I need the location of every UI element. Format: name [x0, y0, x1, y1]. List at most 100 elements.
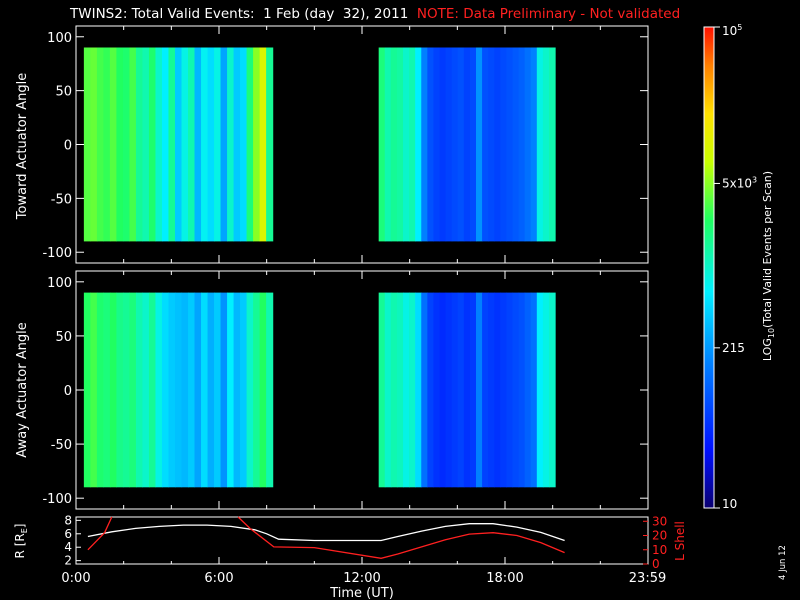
away-heatmap-column	[142, 292, 150, 488]
away-heatmap-column	[469, 292, 477, 488]
toward-heatmap-column	[266, 47, 274, 242]
colorbar-ticks: 105 5x103 215 10	[714, 23, 757, 511]
away-heatmap-column	[500, 292, 507, 488]
toward-heatmap-column	[253, 47, 261, 242]
toward-heatmap-column	[161, 47, 170, 242]
away-heatmap-column	[201, 292, 209, 488]
toward-heatmap-column	[421, 47, 428, 242]
away-heatmap-column	[174, 292, 183, 488]
away-heatmap-column	[240, 292, 248, 488]
toward-heatmap-column	[457, 47, 465, 242]
away-heatmap-column	[214, 292, 222, 488]
toward-heatmap-column	[194, 47, 202, 242]
orbit-right-ytick-label: 30	[652, 514, 667, 528]
away-heatmap-column	[103, 292, 111, 488]
away-heatmap-column	[135, 292, 144, 488]
toward-heatmap	[83, 47, 556, 242]
away-heatmap-column	[207, 292, 215, 488]
toward-heatmap-column	[181, 47, 189, 242]
away-heatmap-column	[415, 292, 422, 488]
orbit-left-ytick-label: 2	[64, 554, 72, 568]
toward-ytick-label: -50	[51, 192, 72, 207]
away-heatmap-column	[384, 292, 392, 488]
toward-heatmap-column	[148, 47, 157, 242]
toward-ytick-label: -100	[42, 246, 72, 261]
toward-heatmap-column	[188, 47, 196, 242]
toward-heatmap-column	[201, 47, 209, 242]
toward-heatmap-column	[135, 47, 144, 242]
away-heatmap-column	[518, 292, 526, 488]
xtick-label: 12:00	[343, 571, 380, 586]
away-heatmap-column	[246, 292, 254, 488]
away-ylabel: Away Actuator Angle	[15, 322, 30, 457]
away-heatmap-column	[421, 292, 428, 488]
date-stamp: 4 Jun 12	[778, 545, 788, 580]
title-main: TWINS2: Total Valid Events: 1 Feb (day 3…	[70, 6, 409, 22]
away-heatmap-column	[439, 292, 447, 488]
away-heatmap-column	[83, 292, 91, 488]
toward-heatmap-column	[409, 47, 416, 242]
xlabel: Time (UT)	[329, 586, 394, 600]
toward-heatmap-column	[427, 47, 435, 242]
toward-heatmap-column	[463, 47, 471, 242]
toward-heatmap-column	[415, 47, 422, 242]
plot-title: TWINS2: Total Valid Events: 1 Feb (day 3…	[70, 6, 680, 22]
toward-heatmap-column	[530, 47, 538, 242]
away-heatmap-column	[494, 292, 501, 488]
toward-heatmap-column	[233, 47, 241, 242]
toward-heatmap-column	[142, 47, 150, 242]
toward-heatmap-column	[500, 47, 507, 242]
orbit-left-ytick-label: 4	[64, 540, 72, 554]
xtick-label: 18:00	[486, 571, 523, 586]
away-heatmap-column	[427, 292, 435, 488]
away-heatmap-column	[488, 292, 495, 488]
toward-heatmap-column	[116, 47, 124, 242]
away-heatmap	[83, 292, 556, 488]
toward-heatmap-column	[109, 47, 118, 242]
toward-heatmap-column	[96, 47, 104, 242]
away-heatmap-column	[409, 292, 416, 488]
toward-heatmap-column	[506, 47, 514, 242]
toward-heatmap-column	[155, 47, 163, 242]
axes: 100500-50-100100500-50-100864230201000:0…	[42, 26, 667, 586]
colorbar-tick-label: 215	[722, 341, 745, 355]
toward-heatmap-column	[240, 47, 248, 242]
lshell-series-line	[237, 516, 565, 559]
toward-heatmap-column	[390, 47, 398, 242]
toward-heatmap-column	[83, 47, 91, 242]
toward-heatmap-column	[207, 47, 215, 242]
away-heatmap-column	[90, 292, 98, 488]
away-heatmap-column	[116, 292, 124, 488]
away-heatmap-column	[433, 292, 441, 488]
away-heatmap-column	[548, 292, 556, 488]
colorbar	[703, 26, 715, 509]
toward-heatmap-column	[524, 47, 532, 242]
away-heatmap-column	[253, 292, 261, 488]
toward-heatmap-column	[518, 47, 526, 242]
away-heatmap-column	[233, 292, 241, 488]
toward-heatmap-column	[378, 47, 386, 242]
toward-heatmap-column	[227, 47, 235, 242]
lshell-series-line	[87, 516, 113, 551]
toward-heatmap-column	[512, 47, 520, 242]
away-heatmap-column	[524, 292, 532, 488]
away-heatmap-column	[266, 292, 274, 488]
away-heatmap-column	[227, 292, 235, 488]
away-heatmap-column	[445, 292, 453, 488]
xtick-label: 23:59	[629, 571, 666, 586]
toward-heatmap-column	[168, 47, 176, 242]
toward-heatmap-column	[90, 47, 98, 242]
toward-heatmap-column	[548, 47, 556, 242]
away-heatmap-column	[220, 292, 228, 488]
orbit-left-ytick-label: 6	[64, 527, 72, 541]
away-heatmap-column	[188, 292, 196, 488]
orbit-left-ylabel: R [RE]	[13, 524, 29, 559]
toward-heatmap-column	[403, 47, 410, 242]
toward-heatmap-column	[396, 47, 404, 242]
orbit-right-ylabel: L Shell	[673, 521, 687, 561]
away-heatmap-column	[96, 292, 104, 488]
toward-heatmap-column	[439, 47, 447, 242]
toward-heatmap-column	[488, 47, 495, 242]
toward-heatmap-column	[129, 47, 137, 242]
